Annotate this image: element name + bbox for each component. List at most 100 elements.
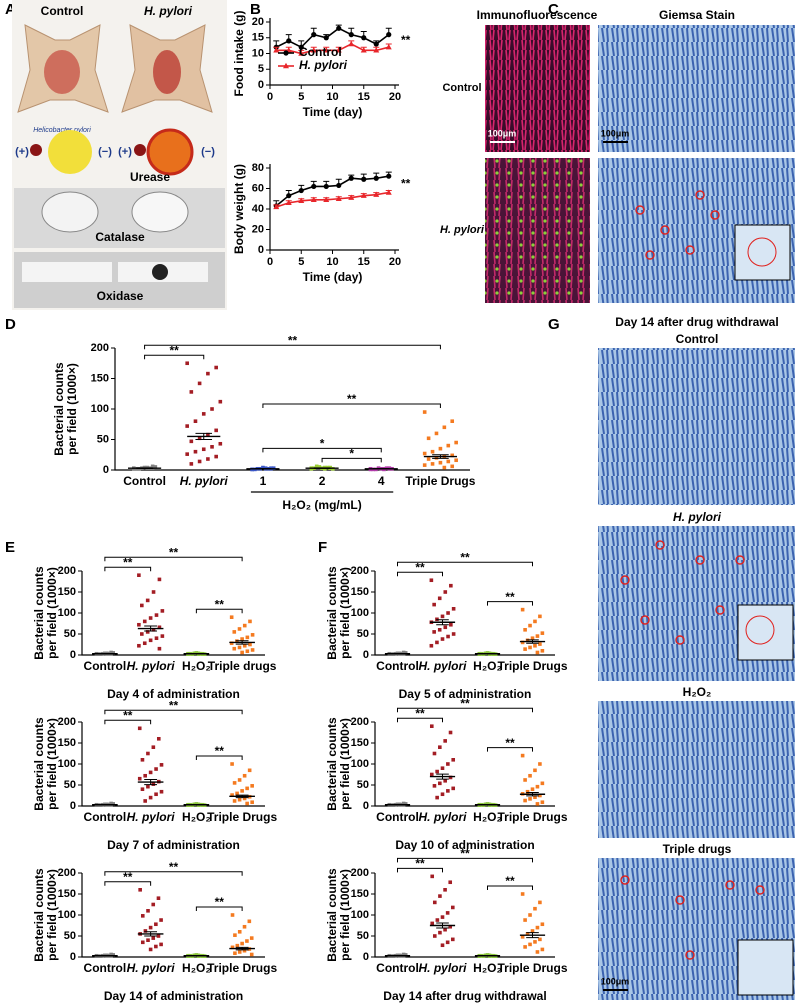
point: [151, 628, 156, 632]
point: [201, 412, 206, 416]
point: [245, 635, 250, 640]
point: [248, 619, 252, 624]
point: [454, 440, 458, 445]
point: [434, 456, 439, 460]
inset: [734, 224, 791, 281]
x-tick-label: 1: [260, 474, 267, 488]
urease-hp: [146, 128, 194, 176]
point: [323, 183, 329, 190]
point: [440, 943, 445, 948]
significance-label: *: [349, 447, 354, 461]
point: [237, 797, 242, 802]
panel-label: D: [5, 316, 16, 333]
x-tick-label: H₂O₂: [473, 659, 502, 673]
x-tick-label: Control: [376, 659, 419, 673]
y-tick-label: 0: [363, 951, 369, 963]
point: [137, 726, 142, 731]
point: [430, 921, 435, 926]
point: [142, 641, 147, 646]
giemsa-image: [598, 701, 795, 838]
significance-bracket: [104, 709, 243, 715]
point: [185, 452, 189, 456]
point: [538, 614, 542, 619]
point: [373, 47, 380, 53]
point: [247, 919, 252, 924]
y-axis-label: Bacterial counts: [32, 566, 46, 660]
y-axis-label: Bacterial counts: [52, 362, 66, 456]
point: [323, 47, 330, 53]
y-tick-label: 100: [58, 758, 76, 770]
point: [538, 642, 542, 646]
y-tick-label: 150: [58, 737, 76, 749]
point: [348, 194, 355, 200]
point: [140, 914, 145, 918]
point: [245, 939, 249, 943]
point: [360, 47, 367, 53]
y-tick-label: 150: [58, 888, 76, 900]
sem-bar: [144, 779, 158, 786]
point: [440, 766, 445, 770]
y-axis-label: per field (1000×): [45, 718, 59, 810]
point: [438, 930, 442, 935]
point: [185, 361, 189, 366]
significance-bracket: [397, 717, 443, 723]
row-label: H₂O₂: [683, 685, 712, 699]
point: [540, 947, 545, 952]
point: [240, 650, 244, 655]
urease-drop: [30, 144, 42, 156]
point: [237, 950, 242, 954]
row-label: Control: [676, 332, 719, 346]
point: [533, 940, 537, 944]
point: [193, 419, 198, 423]
point: [385, 189, 392, 195]
point: [429, 643, 434, 648]
point: [240, 789, 244, 793]
point: [235, 791, 239, 796]
x-tick-label: 15: [358, 91, 370, 103]
point: [530, 636, 535, 640]
point: [437, 596, 442, 601]
point: [242, 623, 247, 628]
x-tick-label: 0: [267, 256, 273, 268]
x-tick-label: 4: [378, 474, 385, 488]
point: [218, 399, 223, 404]
point: [520, 753, 525, 758]
point: [528, 797, 532, 801]
point: [422, 410, 427, 414]
x-tick-label: H₂O₂: [182, 810, 211, 824]
point: [206, 432, 210, 437]
scale-label: 100μm: [601, 976, 630, 986]
y-tick-label: 15: [252, 32, 264, 44]
point: [438, 894, 442, 898]
point: [432, 900, 437, 905]
significance-label: **: [505, 590, 515, 604]
point: [140, 758, 145, 762]
point: [145, 630, 150, 634]
x-tick-label: Control: [376, 810, 419, 824]
point: [157, 646, 162, 651]
point: [156, 896, 161, 900]
scale-label: 100μm: [488, 128, 517, 138]
y-tick-label: 0: [363, 649, 369, 661]
point: [311, 183, 317, 190]
point: [528, 623, 532, 628]
point: [206, 457, 210, 461]
point: [528, 645, 532, 650]
point: [151, 590, 156, 594]
sem-bar: [144, 625, 158, 632]
point: [430, 874, 435, 879]
sem-bar: [136, 467, 153, 469]
point: [335, 195, 342, 201]
point: [373, 191, 380, 197]
y-tick-label: 100: [58, 607, 76, 619]
point: [540, 649, 545, 653]
point: [443, 739, 447, 743]
y-tick-label: 20: [252, 16, 264, 28]
y-tick-label: 150: [351, 737, 369, 749]
point: [250, 648, 255, 652]
y-axis-label: Bacterial counts: [325, 566, 339, 660]
panel-a: Control H. pylori Helicobacter pylori (+…: [12, 0, 227, 310]
point: [438, 446, 443, 451]
point: [245, 801, 249, 806]
x-tick-label: 15: [358, 256, 370, 268]
